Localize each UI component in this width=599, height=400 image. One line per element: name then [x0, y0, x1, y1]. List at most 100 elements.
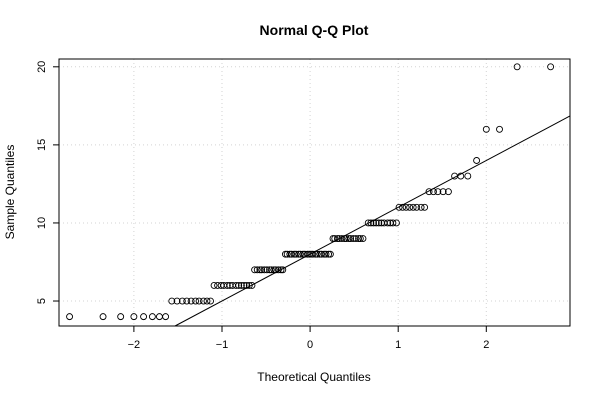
data-point — [223, 281, 231, 289]
data-point — [304, 250, 311, 258]
y-axis: 5 10 15 20 — [36, 61, 59, 304]
y-tick-label: 10 — [36, 217, 48, 229]
data-point — [413, 203, 421, 211]
data-point — [325, 250, 333, 258]
data-point — [292, 250, 300, 258]
data-point — [421, 203, 429, 211]
data-point — [429, 188, 437, 196]
data-point — [274, 266, 282, 274]
data-point — [457, 172, 465, 180]
data-point — [342, 235, 350, 243]
data-point — [384, 219, 392, 227]
reference-line-layer — [174, 115, 571, 327]
data-point — [322, 250, 330, 258]
data-point — [277, 266, 285, 274]
points-layer — [66, 63, 555, 321]
data-point — [356, 235, 364, 243]
data-point — [99, 313, 107, 321]
data-point — [345, 235, 353, 243]
data-point — [496, 125, 503, 133]
data-point — [444, 188, 452, 196]
data-point — [399, 203, 407, 211]
data-point — [267, 266, 275, 274]
data-point — [309, 250, 317, 258]
data-point — [367, 219, 375, 227]
data-point — [417, 203, 425, 211]
y-tick-label: 5 — [36, 298, 48, 304]
data-point — [256, 266, 264, 274]
data-point — [333, 235, 341, 243]
data-point — [352, 235, 360, 243]
data-point — [409, 203, 417, 211]
data-point — [130, 313, 138, 321]
data-point — [203, 297, 211, 305]
data-point — [318, 250, 325, 258]
data-point — [207, 297, 214, 305]
data-point — [173, 297, 181, 305]
data-point — [260, 266, 268, 274]
x-tick-label: −2 — [128, 339, 141, 351]
data-point — [402, 203, 410, 211]
data-point — [162, 313, 170, 321]
data-point — [140, 313, 148, 321]
data-point — [258, 266, 266, 274]
data-point — [253, 266, 261, 274]
data-point — [482, 125, 490, 133]
qq-reference-line — [174, 115, 571, 327]
data-point — [148, 313, 156, 321]
data-point — [155, 313, 163, 321]
data-point — [200, 297, 207, 305]
data-point — [364, 219, 372, 227]
data-point — [355, 235, 363, 243]
data-point — [370, 219, 377, 227]
y-tick-label: 15 — [36, 139, 48, 151]
data-point — [251, 266, 259, 274]
data-point — [214, 281, 222, 289]
data-point — [263, 266, 271, 274]
data-point — [359, 235, 367, 243]
data-point — [395, 203, 403, 211]
data-point — [117, 313, 125, 321]
x-tick-label: 1 — [395, 339, 401, 351]
data-point — [187, 297, 195, 305]
data-point — [195, 297, 203, 305]
data-point — [406, 203, 414, 211]
data-point — [240, 281, 248, 289]
data-point — [331, 235, 339, 243]
y-axis-label: Sample Quantiles — [3, 145, 17, 240]
data-point — [392, 219, 400, 227]
data-point — [434, 188, 442, 196]
data-point — [237, 281, 245, 289]
grid — [59, 59, 570, 326]
data-point — [283, 250, 291, 258]
data-point — [183, 297, 191, 305]
data-point — [279, 266, 287, 274]
data-point — [425, 188, 433, 196]
x-axis: −2 −1 0 1 2 — [128, 326, 489, 351]
data-point — [245, 281, 253, 289]
data-point — [347, 235, 355, 243]
data-point — [178, 297, 186, 305]
data-point — [296, 250, 304, 258]
data-point — [192, 297, 200, 305]
x-tick-label: −1 — [216, 339, 229, 351]
data-point — [168, 297, 176, 305]
chart-title: Normal Q-Q Plot — [260, 22, 369, 38]
data-point — [232, 281, 240, 289]
data-point — [243, 281, 251, 289]
x-axis-label: Theoretical Quantiles — [257, 370, 370, 384]
data-point — [335, 235, 343, 243]
data-point — [372, 219, 380, 227]
data-point — [272, 266, 280, 274]
data-point — [326, 250, 334, 258]
data-point — [547, 63, 555, 71]
data-point — [66, 313, 74, 321]
data-point — [313, 250, 321, 258]
data-point — [464, 172, 472, 180]
data-point — [270, 266, 278, 274]
plot-frame — [58, 58, 571, 327]
data-point — [439, 188, 447, 196]
data-point — [349, 235, 357, 243]
data-point — [235, 281, 243, 289]
